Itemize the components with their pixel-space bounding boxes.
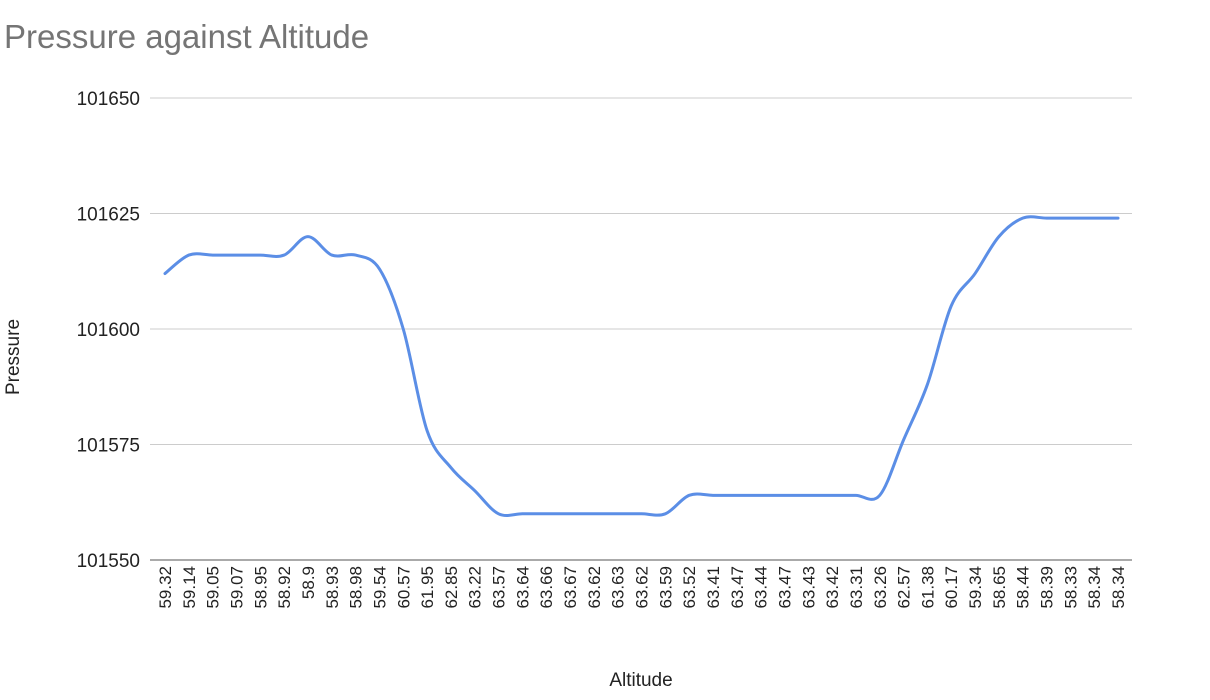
x-tick-label: 63.47: [775, 566, 794, 609]
x-tick-label: 58.65: [990, 566, 1009, 609]
x-tick-label: 63.26: [871, 566, 890, 609]
x-tick-label: 58.44: [1014, 566, 1033, 609]
x-tick-label: 63.63: [609, 566, 628, 609]
x-tick-label: 62.85: [442, 566, 461, 609]
x-tick-label: 63.44: [752, 566, 771, 609]
x-tick-labels: 59.32 59.14 59.05 59.07 58.95 58.92 58.9 58.93 5…: [156, 566, 1128, 609]
y-tick-label: 101550: [77, 551, 140, 572]
x-tick-label: 58.92: [275, 566, 294, 609]
x-tick-label: 59.14: [180, 566, 199, 609]
y-tick-label: 101625: [77, 205, 140, 226]
y-tick-label: 101600: [77, 320, 140, 341]
x-tick-label: 58.9: [299, 566, 318, 599]
gridlines: [150, 97, 1132, 561]
x-tick-label: 63.64: [513, 566, 532, 609]
x-tick-label: 58.98: [347, 566, 366, 609]
x-tick-label: 63.62: [633, 566, 652, 609]
x-tick-label: 63.22: [466, 566, 485, 609]
chart-title: Pressure against Altitude: [4, 18, 370, 55]
x-tick-label: 63.47: [728, 566, 747, 609]
x-tick-label: 58.93: [323, 566, 342, 609]
x-tick-label: 58.34: [1109, 566, 1128, 609]
x-tick-label: 61.38: [918, 566, 937, 609]
x-tick-label: 59.07: [227, 566, 246, 609]
x-tick-label: 60.17: [942, 566, 961, 609]
x-tick-label: 59.34: [966, 566, 985, 609]
x-tick-label: 58.39: [1038, 566, 1057, 609]
x-tick-label: 63.66: [537, 566, 556, 609]
x-tick-label: 63.62: [585, 566, 604, 609]
y-tick-labels: 101550 101575 101600 101625 101650: [77, 89, 140, 572]
x-tick-label: 63.31: [847, 566, 866, 609]
x-tick-label: 58.34: [1085, 566, 1104, 609]
x-tick-label: 63.67: [561, 566, 580, 609]
x-tick-label: 58.33: [1061, 566, 1080, 609]
series-line: [163, 215, 1120, 517]
x-tick-label: 59.05: [204, 566, 223, 609]
y-axis-label: Pressure: [3, 319, 24, 395]
x-axis-label: Altitude: [609, 670, 672, 691]
x-tick-label: 59.32: [156, 566, 175, 609]
x-tick-label: 59.54: [370, 566, 389, 609]
y-tick-label: 101650: [77, 89, 140, 110]
series-layer: [163, 215, 1120, 517]
x-tick-label: 58.95: [251, 566, 270, 609]
x-tick-label: 62.57: [895, 566, 914, 609]
x-tick-label: 63.52: [680, 566, 699, 609]
x-tick-label: 63.59: [656, 566, 675, 609]
x-tick-label: 63.43: [799, 566, 818, 609]
x-tick-label: 63.42: [823, 566, 842, 609]
x-tick-label: 63.41: [704, 566, 723, 609]
y-tick-label: 101575: [77, 436, 140, 457]
x-tick-label: 63.57: [490, 566, 509, 609]
x-tick-label: 61.95: [418, 566, 437, 609]
x-tick-label: 60.57: [394, 566, 413, 609]
